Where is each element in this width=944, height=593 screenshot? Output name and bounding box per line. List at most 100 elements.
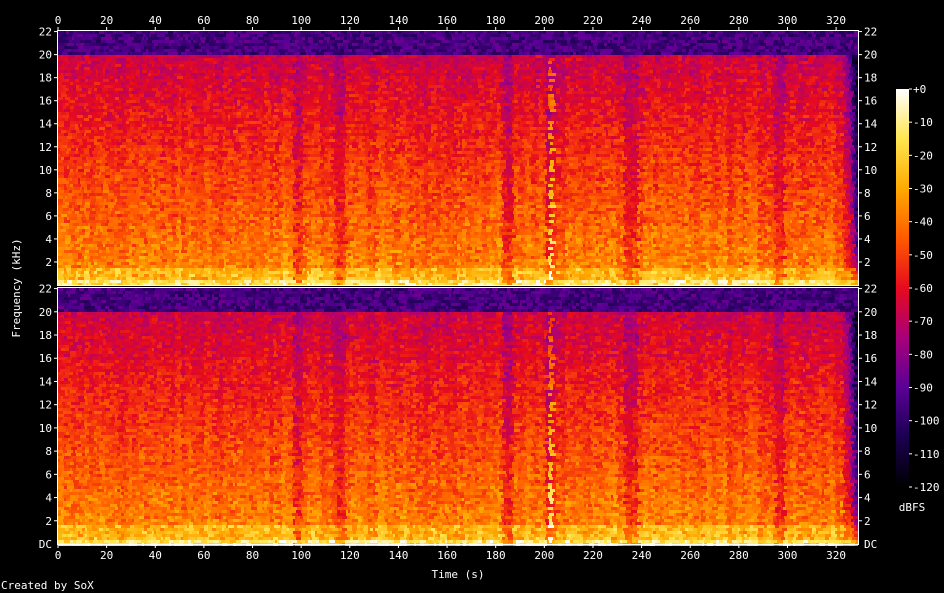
y-tick-label: 8 (45, 187, 52, 200)
y-axis-label: Frequency (kHz) (10, 238, 23, 337)
y-tick-label: 8 (864, 187, 871, 200)
y-tick-label: 2 (864, 515, 871, 528)
colorbar-tick-label: -90 (913, 382, 933, 395)
colorbar-tick-label: -70 (913, 315, 933, 328)
x-tick-label-bottom: 180 (486, 549, 506, 562)
y-tick-label: 12 (39, 141, 52, 154)
x-tick-label-top: 220 (583, 14, 603, 27)
y-tick-label: 6 (45, 210, 52, 223)
y-tick-label: 12 (39, 399, 52, 412)
y-tick-label: 20 (864, 306, 877, 319)
x-tick-label-bottom: 100 (291, 549, 311, 562)
colorbar-tick-label: -40 (913, 216, 933, 229)
colorbar-gradient (896, 89, 909, 487)
y-tick-label: 22 (39, 26, 52, 39)
x-tick-label-top: 0 (55, 14, 62, 27)
x-tick-label-top: 120 (340, 14, 360, 27)
x-tick-label-bottom: 60 (197, 549, 210, 562)
y-tick-label: 8 (864, 445, 871, 458)
x-tick-label-bottom: 240 (632, 549, 652, 562)
y-tick-label-dc: DC (39, 538, 52, 551)
y-tick-label: 18 (39, 72, 52, 85)
y-tick-label: 20 (39, 306, 52, 319)
y-tick-label: 14 (39, 375, 53, 388)
x-tick-label-top: 80 (246, 14, 259, 27)
colorbar-tick-label: -80 (913, 348, 933, 361)
x-tick-label-top: 100 (291, 14, 311, 27)
colorbar-tick-label: -30 (913, 183, 933, 196)
y-tick-label: 16 (864, 95, 877, 108)
y-tick-label: 4 (864, 492, 871, 505)
y-tick-label: 22 (39, 283, 52, 296)
y-tick-label: 10 (39, 422, 52, 435)
x-axis-label: Time (s) (432, 568, 485, 581)
y-tick-label: 14 (864, 375, 878, 388)
x-tick-label-bottom: 40 (149, 549, 162, 562)
footer-credit: Created by SoX (1, 579, 94, 592)
y-tick-label: 2 (45, 515, 52, 528)
spectrogram-channel-1 (58, 31, 858, 286)
x-tick-label-top: 180 (486, 14, 506, 27)
x-tick-label-bottom: 0 (55, 549, 62, 562)
x-tick-label-bottom: 280 (729, 549, 749, 562)
y-tick-label: 6 (864, 468, 871, 481)
y-tick-label: 20 (864, 49, 877, 62)
x-tick-label-bottom: 80 (246, 549, 259, 562)
colorbar-tick-label: -60 (913, 282, 933, 295)
x-tick-label-top: 20 (100, 14, 113, 27)
x-tick-label-bottom: 260 (680, 549, 700, 562)
y-tick-label: 12 (864, 399, 877, 412)
y-tick-label: 18 (864, 72, 877, 85)
y-tick-label: 22 (864, 283, 877, 296)
x-tick-label-bottom: 320 (826, 549, 846, 562)
y-tick-label: 2 (45, 256, 52, 269)
x-tick-label-bottom: 120 (340, 549, 360, 562)
x-tick-label-bottom: 220 (583, 549, 603, 562)
x-tick-label-top: 160 (437, 14, 457, 27)
y-tick-label: 2 (864, 256, 871, 269)
spectrogram-channel-2 (58, 288, 858, 546)
y-tick-label: 16 (864, 352, 877, 365)
y-tick-label-dc: DC (864, 538, 877, 551)
y-tick-label: 18 (864, 329, 877, 342)
y-tick-label: 4 (45, 233, 52, 246)
y-tick-label: 20 (39, 49, 52, 62)
x-tick-label-top: 260 (680, 14, 700, 27)
y-tick-label: 14 (39, 118, 53, 131)
y-tick-label: 6 (864, 210, 871, 223)
y-tick-label: 4 (864, 233, 871, 246)
y-tick-label: 16 (39, 95, 52, 108)
x-tick-label-top: 300 (778, 14, 798, 27)
colorbar-tick-label: -120 (913, 481, 940, 494)
y-tick-label: 12 (864, 141, 877, 154)
y-tick-label: 14 (864, 118, 878, 131)
x-tick-label-top: 40 (149, 14, 162, 27)
y-tick-label: 18 (39, 329, 52, 342)
y-tick-label: 10 (39, 164, 52, 177)
x-tick-label-top: 60 (197, 14, 210, 27)
y-tick-label: 10 (864, 164, 877, 177)
colorbar-tick-label: -10 (913, 116, 933, 129)
x-tick-label-bottom: 300 (778, 549, 798, 562)
x-tick-label-bottom: 20 (100, 549, 113, 562)
colorbar-tick-label: -20 (913, 149, 933, 162)
y-tick-label: 10 (864, 422, 877, 435)
x-tick-label-bottom: 140 (388, 549, 408, 562)
x-tick-label-top: 320 (826, 14, 846, 27)
y-tick-label: 8 (45, 445, 52, 458)
y-tick-label: 22 (864, 26, 877, 39)
x-tick-label-top: 140 (388, 14, 408, 27)
colorbar-label: dBFS (899, 501, 926, 514)
x-tick-label-bottom: 160 (437, 549, 457, 562)
colorbar-tick-label: -50 (913, 249, 933, 262)
colorbar-tick-label: -100 (913, 415, 940, 428)
y-tick-label: 16 (39, 352, 52, 365)
x-tick-label-top: 280 (729, 14, 749, 27)
x-tick-label-bottom: 200 (534, 549, 554, 562)
y-tick-label: 6 (45, 468, 52, 481)
colorbar-tick-label: +0 (913, 83, 926, 96)
x-tick-label-top: 200 (534, 14, 554, 27)
x-tick-label-top: 240 (632, 14, 652, 27)
y-tick-label: 4 (45, 492, 52, 505)
